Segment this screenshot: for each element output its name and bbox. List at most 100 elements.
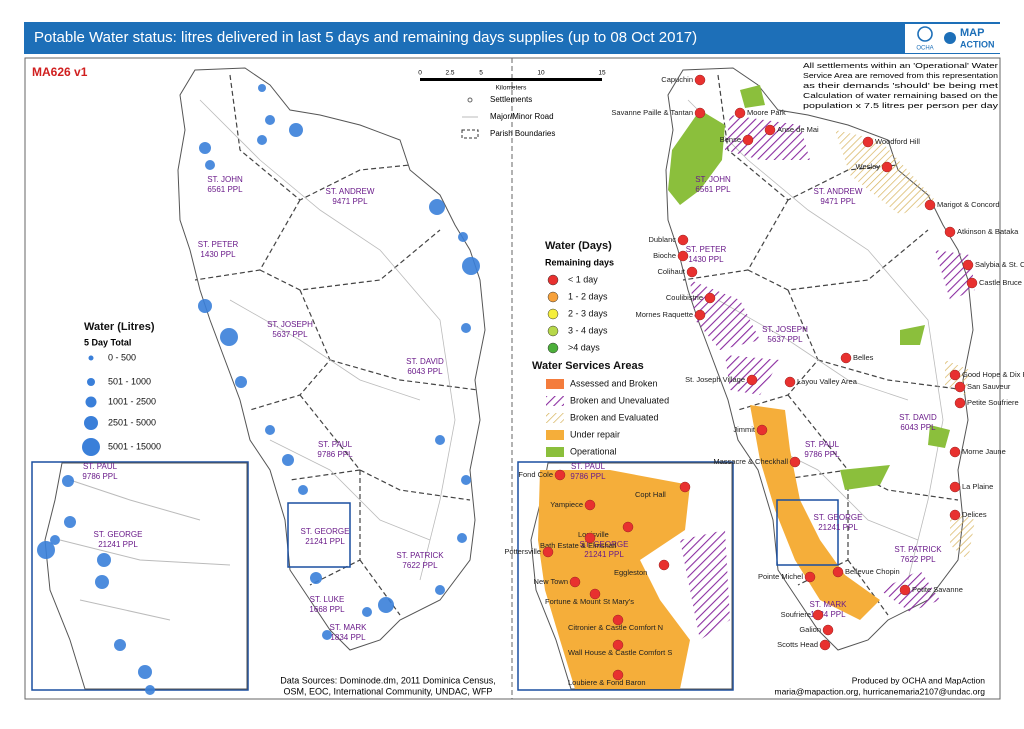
- parish-population: 6561 PPL: [207, 185, 243, 194]
- legend-title: Water (Litres): [84, 321, 155, 333]
- inset-label: Eggleston: [614, 568, 647, 577]
- parish-population: 1430 PPL: [200, 250, 236, 259]
- settlement-dot: [862, 136, 874, 148]
- scale-label: 10: [537, 70, 545, 77]
- settlement-water: [265, 425, 275, 435]
- parish-name: ST. LUKE: [310, 595, 345, 604]
- broken-area: [680, 530, 730, 640]
- parish-population: 21241 PPL: [818, 523, 858, 532]
- legend-swatch: [546, 413, 564, 423]
- settlement-label: Colihaut: [657, 267, 685, 276]
- legend-swatch: [546, 430, 564, 440]
- legend-swatch: [546, 447, 564, 457]
- settlement-label: Galion: [799, 625, 821, 634]
- under-repair-area: [538, 470, 690, 689]
- settlement-dot: [679, 481, 691, 493]
- settlement-label: Woodford Hill: [875, 137, 920, 146]
- settlement-dot: [881, 161, 893, 173]
- settlement-water: [205, 160, 215, 170]
- credits: Produced by OCHA and MapAction: [852, 675, 986, 685]
- settlement-water: [265, 115, 275, 125]
- settlement-label: Delices: [962, 510, 987, 519]
- legend-label: Under repair: [570, 429, 620, 439]
- settlement-dot: [822, 624, 834, 636]
- legend-label: 1 - 2 days: [568, 291, 608, 301]
- header-bar: [24, 22, 1000, 54]
- parish-population: 7622 PPL: [402, 561, 438, 570]
- settlement-water: [457, 533, 467, 543]
- note-line: as their demands 'should' be being met: [803, 81, 999, 90]
- settlement-water: [138, 665, 152, 679]
- legend-circle: [87, 378, 95, 386]
- parish-population: 5637 PPL: [272, 330, 308, 339]
- legend-label: Broken and Unevaluated: [570, 395, 669, 405]
- settlement-dot: [612, 669, 624, 681]
- legend-label: Broken and Evaluated: [570, 412, 659, 422]
- settlement-dot: [812, 609, 824, 621]
- logo-text: ACTION: [960, 39, 995, 49]
- legend-circle: [547, 342, 559, 354]
- data-sources: OSM, EOC, International Community, UNDAC…: [284, 686, 493, 696]
- parish-population: 7622 PPL: [900, 555, 936, 564]
- settlement-water: [257, 135, 267, 145]
- inset-locator: [287, 502, 351, 568]
- settlement-label: Bense: [720, 135, 741, 144]
- settlement-label: Mornes Raquette: [635, 310, 693, 319]
- legend-circle: [547, 291, 559, 303]
- parish-name: ST. PAUL: [83, 462, 118, 471]
- parish-name: ST. ANDREW: [326, 187, 375, 196]
- parish-population: 6561 PPL: [695, 185, 731, 194]
- settlement-dot: [686, 266, 698, 278]
- settlement-label: Jimmit: [733, 425, 756, 434]
- settlement-label: Atkinson & Bataka: [957, 227, 1019, 236]
- parish-name: ST. JOSEPH: [762, 325, 808, 334]
- settlement-dot: [840, 352, 852, 364]
- legend-subtitle: Remaining days: [545, 257, 614, 267]
- settlement-label: Marigot & Concord: [937, 200, 1000, 209]
- settlement-dot: [677, 250, 689, 262]
- settlement-water: [378, 597, 394, 613]
- settlement-water: [310, 572, 322, 584]
- note-line: Calculation of water remaining based on …: [803, 91, 998, 100]
- parish-population: 21241 PPL: [584, 550, 624, 559]
- parish-name: ST. JOHN: [207, 175, 243, 184]
- parish-name: ST. PAUL: [571, 462, 606, 471]
- settlement-label: Belles: [853, 353, 874, 362]
- settlement-dot: [949, 481, 961, 493]
- legend-title: Water (Days): [545, 240, 612, 252]
- scale-label: 0: [418, 70, 422, 77]
- legend-subtitle: 5 Day Total: [84, 337, 131, 347]
- settlement-dot: [756, 424, 768, 436]
- scale-unit: Kilometers: [496, 85, 527, 92]
- settlement-label: Massacre & Checkhall: [713, 457, 788, 466]
- settlement-label: San Sauveur: [967, 382, 1011, 391]
- legend-label: 1001 - 2500: [108, 396, 156, 406]
- settlement-label: Soufriere: [781, 610, 811, 619]
- legend-label: Assessed and Broken: [570, 378, 658, 388]
- settlement-label: Petite Soufriere: [967, 398, 1019, 407]
- inset-label: Citronier & Castle Comfort N: [568, 623, 663, 632]
- parish-population: 5637 PPL: [767, 335, 803, 344]
- parish-name: ST. PETER: [686, 245, 727, 254]
- settlement-label: Savanne Paille & Tantan: [611, 108, 693, 117]
- legend-circle: [82, 438, 100, 456]
- inset-roads: [59, 479, 231, 621]
- settlement-label: Dublanc: [648, 235, 676, 244]
- settlement-label: Good Hope & Dix Pois: [962, 370, 1024, 379]
- settlement-label: Salybia & St. Cyr: [975, 260, 1024, 269]
- parish-name: ST. GEORGE: [301, 527, 350, 536]
- legend-circle: [547, 325, 559, 337]
- parish-population: 9786 PPL: [82, 472, 118, 481]
- settlement-dot: [612, 614, 624, 626]
- settlement-water: [435, 435, 445, 445]
- settlement-water: [258, 84, 266, 92]
- settlement-label: Pointe Michel: [758, 572, 803, 581]
- scale-label: 2.5: [445, 70, 454, 77]
- scale-bar: [420, 78, 602, 81]
- legend-title: Water Services Areas: [532, 360, 644, 372]
- settlement-water: [461, 475, 471, 485]
- settlement-dot: [694, 309, 706, 321]
- settlement-dot: [704, 292, 716, 304]
- parish-population: 21241 PPL: [98, 540, 138, 549]
- parish-population: 6043 PPL: [900, 423, 936, 432]
